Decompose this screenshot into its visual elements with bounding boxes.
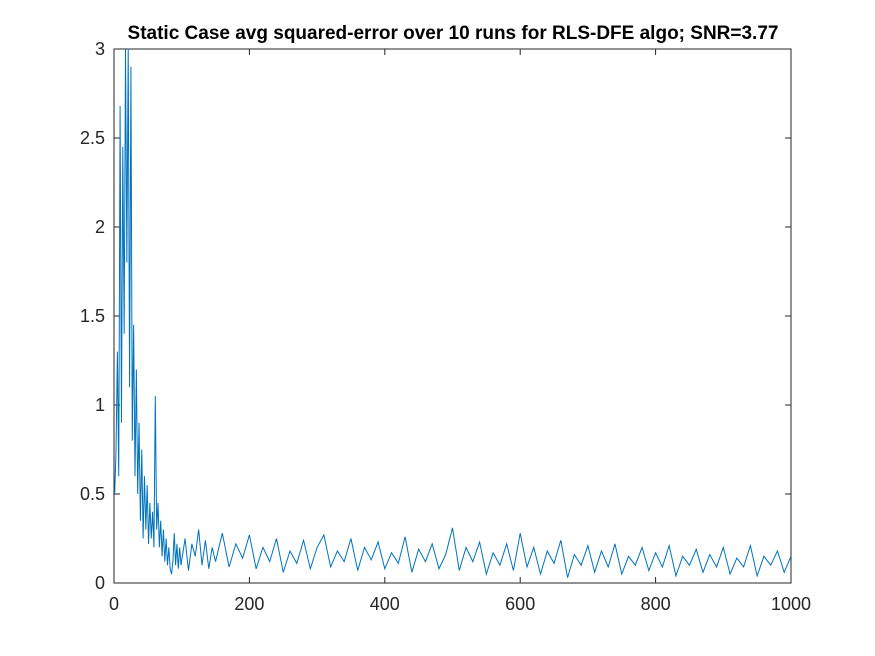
plot-area — [113, 48, 792, 584]
x-tick-label: 800 — [641, 594, 671, 614]
x-tick-label: 200 — [234, 594, 264, 614]
y-tick-label: 2.5 — [80, 128, 105, 148]
y-tick-label: 0 — [95, 573, 105, 593]
y-tick-label: 3 — [95, 39, 105, 59]
x-tick-label: 400 — [370, 594, 400, 614]
y-tick-label: 2 — [95, 217, 105, 237]
x-tick-label: 0 — [109, 594, 119, 614]
y-tick-label: 0.5 — [80, 484, 105, 504]
series-line-0 — [114, 49, 791, 578]
x-tick-label: 600 — [505, 594, 535, 614]
x-tick-label: 1000 — [771, 594, 811, 614]
tick-labels: 0 200 400 600 800 1000 0 0.5 1 1.5 2 2.5 3 — [80, 39, 811, 614]
ticks-layer — [113, 48, 792, 584]
series-layer — [114, 49, 791, 578]
chart-title: Static Case avg squared-error over 10 ru… — [128, 23, 779, 44]
y-tick-label: 1 — [95, 395, 105, 415]
y-tick-label: 1.5 — [80, 306, 105, 326]
